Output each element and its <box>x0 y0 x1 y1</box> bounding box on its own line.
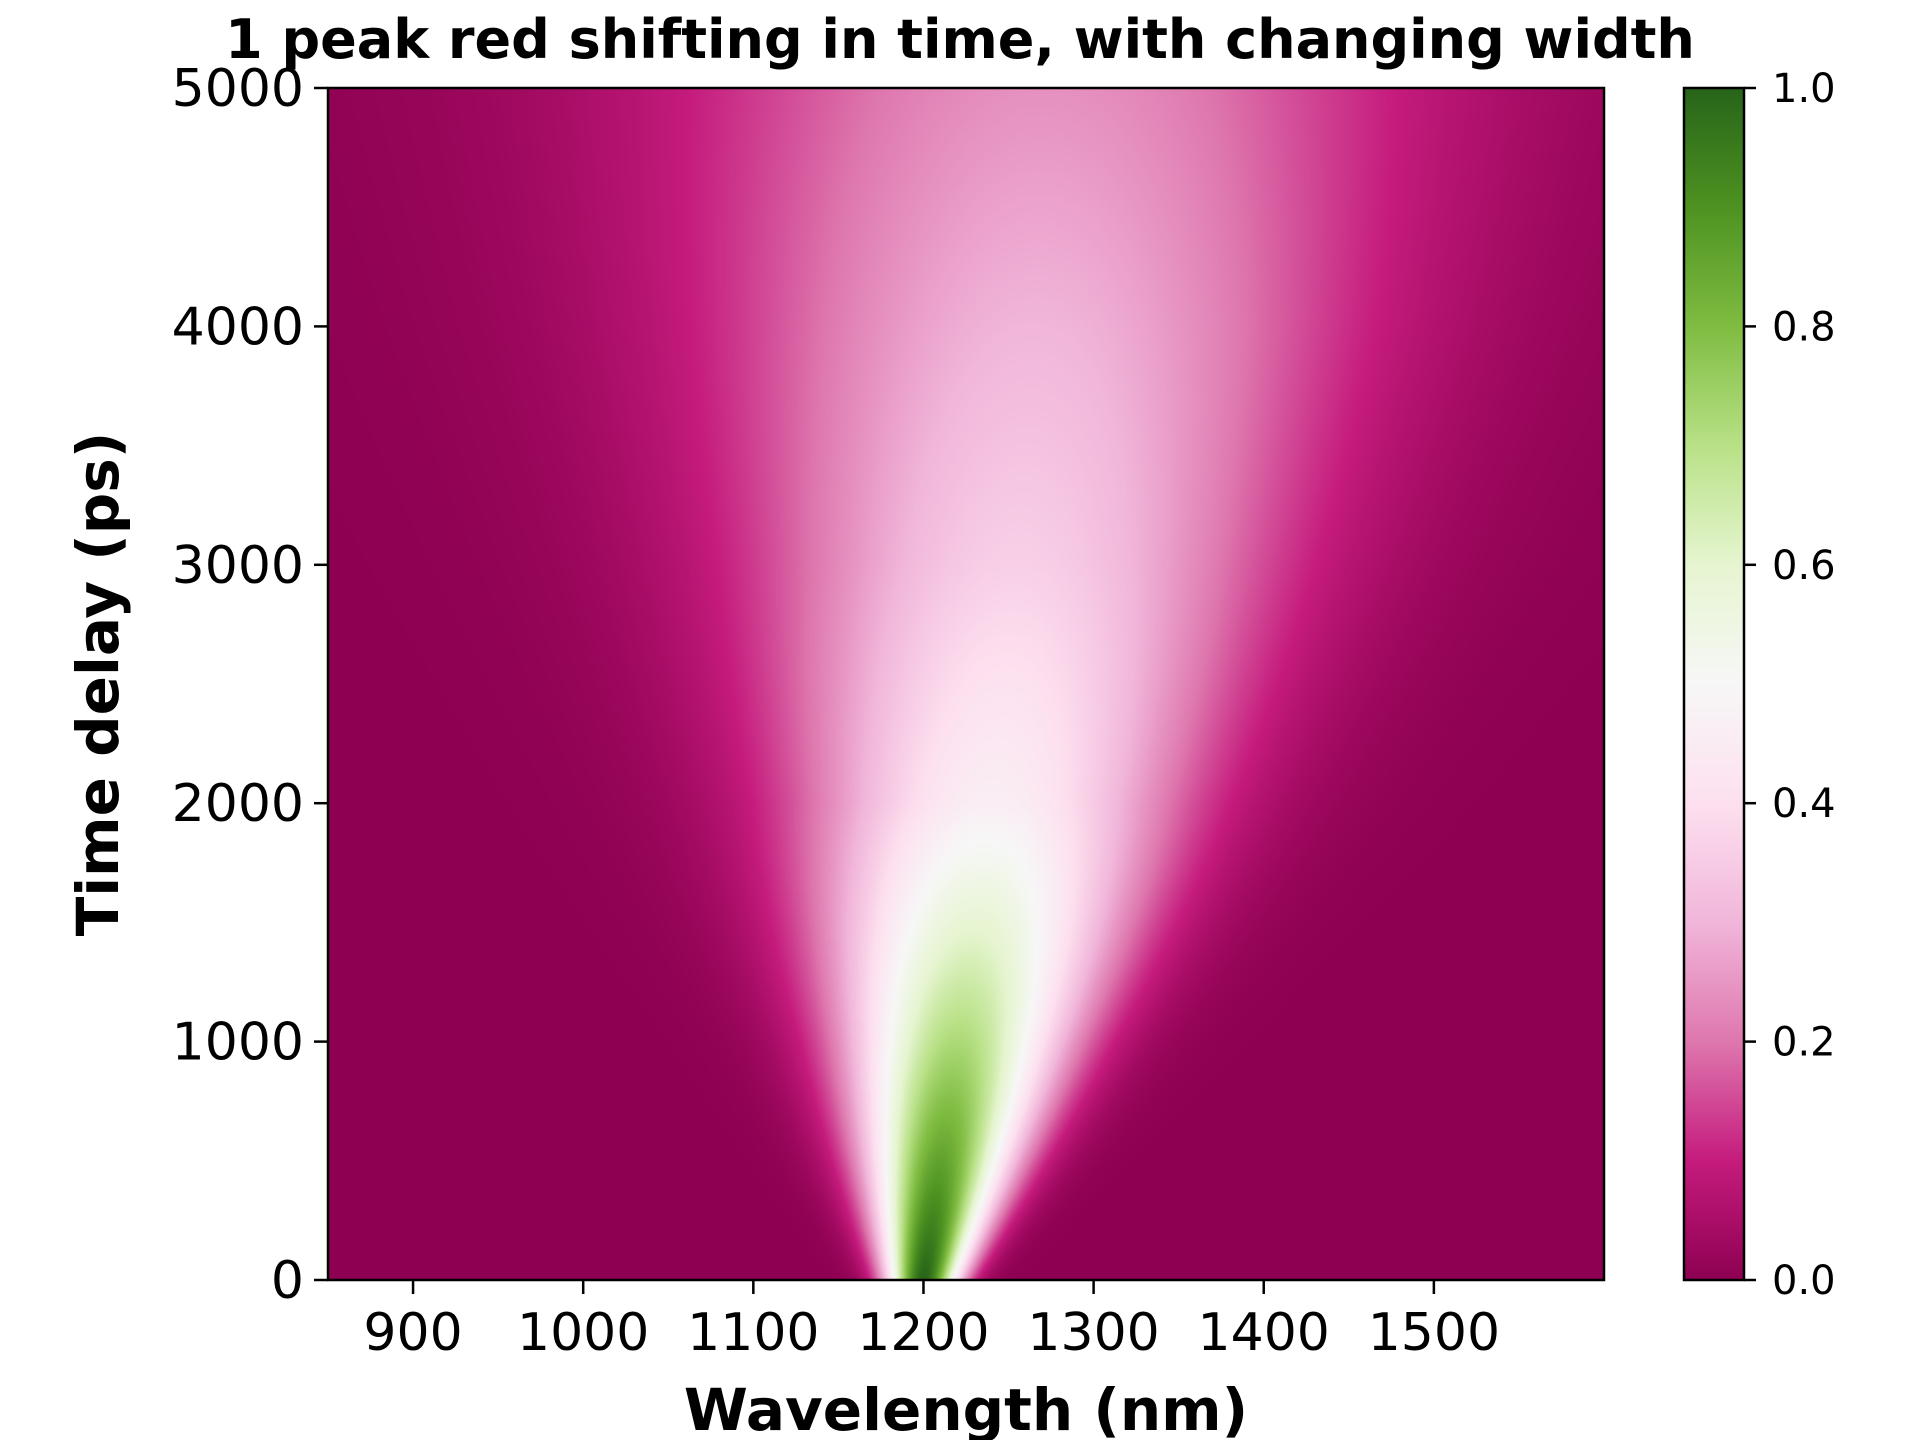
colorbar-ticks: 0.0 0.2 0.4 0.6 0.8 1.0 <box>1744 66 1836 1304</box>
y-axis-ticks: 0 1000 2000 3000 4000 5000 <box>172 59 328 1311</box>
colorbar-frame <box>1682 86 1746 1282</box>
x-tick-label: 900 <box>363 1303 462 1363</box>
y-tick-label: 5000 <box>172 59 304 119</box>
colorbar-tick-label: 0.6 <box>1772 543 1836 589</box>
x-tick-label: 1300 <box>1027 1303 1159 1363</box>
colorbar-tick-label: 0.2 <box>1772 1020 1836 1066</box>
y-axis-label: Time delay (ps) <box>64 432 132 937</box>
plot-frame <box>326 86 1606 1282</box>
y-tick-label: 3000 <box>172 536 304 596</box>
chart-title: 1 peak red shifting in time, with changi… <box>225 8 1695 71</box>
y-tick-label: 1000 <box>172 1013 304 1073</box>
colorbar: 0.0 0.2 0.4 0.6 0.8 1.0 <box>1682 66 1836 1304</box>
x-tick-label: 1400 <box>1198 1303 1330 1363</box>
x-tick-label: 1000 <box>517 1303 649 1363</box>
x-axis-label: Wavelength (nm) <box>684 1376 1248 1440</box>
y-tick-label: 2000 <box>172 774 304 834</box>
colorbar-tick-label: 0.0 <box>1772 1258 1836 1304</box>
heatmap-image <box>328 88 1604 1280</box>
colorbar-gradient <box>1684 88 1744 1280</box>
colorbar-tick-label: 1.0 <box>1772 66 1836 112</box>
colorbar-tick-label: 0.4 <box>1772 781 1836 827</box>
y-tick-label: 0 <box>271 1251 304 1311</box>
colorbar-tick-label: 0.8 <box>1772 304 1836 350</box>
x-tick-label: 1200 <box>857 1303 989 1363</box>
y-tick-label: 4000 <box>172 297 304 357</box>
x-tick-label: 1500 <box>1368 1303 1500 1363</box>
x-tick-label: 1100 <box>687 1303 819 1363</box>
x-axis-ticks: 900 1000 1100 1200 1300 1400 1500 <box>363 1280 1500 1363</box>
plot-area <box>326 86 1606 1282</box>
